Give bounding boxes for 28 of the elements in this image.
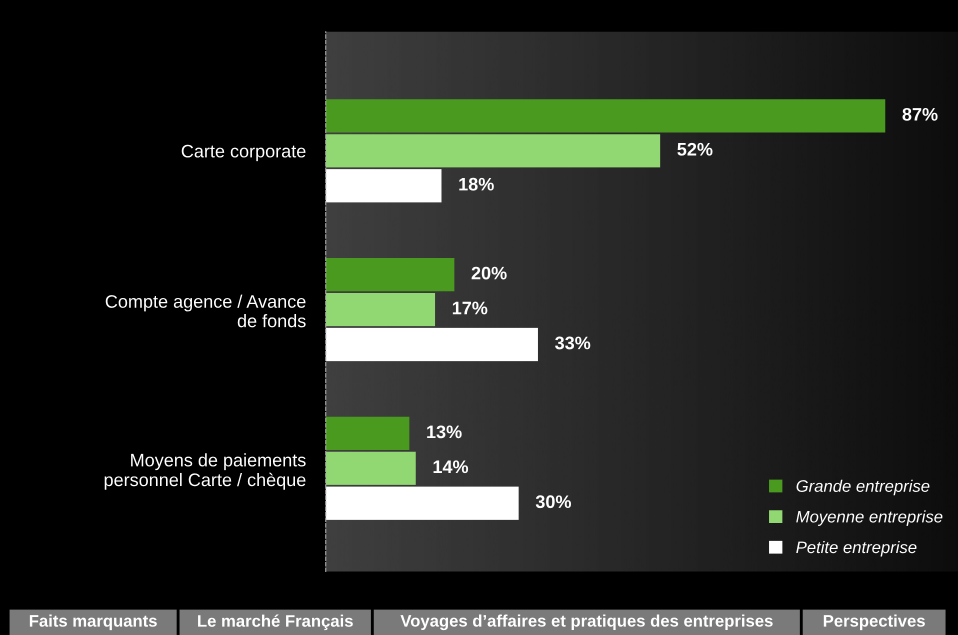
data-label: 14%	[434, 460, 468, 474]
text: Le marché Français	[198, 614, 353, 630]
legend-label: Moyenne entreprise	[796, 510, 942, 526]
bar	[326, 258, 454, 292]
bar	[326, 169, 442, 202]
data-label: 13%	[427, 425, 462, 438]
text: Faits marquants	[30, 614, 157, 630]
data-label: 18%	[459, 178, 494, 191]
data-label: 52%	[677, 142, 712, 156]
legend-label: Petite entreprise	[796, 540, 916, 556]
bar	[326, 486, 519, 520]
y-tick-label: Carte corporate	[182, 144, 306, 162]
bar	[326, 328, 538, 362]
bar	[326, 416, 410, 450]
data-label: 17%	[452, 302, 488, 314]
bar	[326, 99, 886, 132]
data-label: 87%	[902, 108, 938, 121]
data-label: 20%	[472, 266, 507, 280]
text: Voyages d’affaires et pratiques des entreprises	[400, 614, 773, 630]
data-label: 30%	[536, 495, 571, 508]
text: Perspectives	[824, 614, 925, 630]
legend-label: Grande entreprise	[796, 480, 930, 496]
y-tick-label: Compte agence / Avance de fonds	[106, 294, 306, 328]
y-tick-label: Moyens de paiements personnel Carte / chèque	[104, 453, 306, 490]
bar	[326, 134, 660, 168]
bar	[326, 292, 436, 326]
bar	[326, 452, 416, 485]
data-label: 33%	[555, 336, 590, 350]
